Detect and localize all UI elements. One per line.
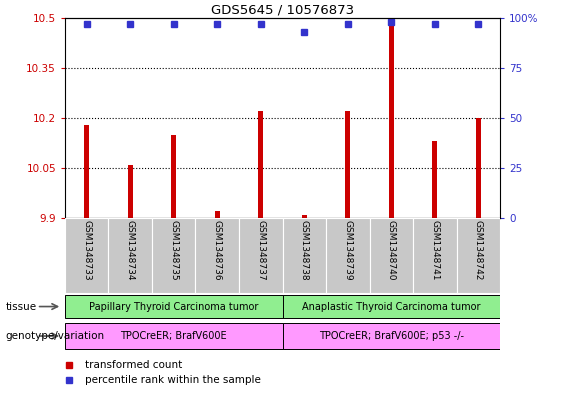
Text: Anaplastic Thyroid Carcinoma tumor: Anaplastic Thyroid Carcinoma tumor — [302, 301, 480, 312]
Text: GSM1348734: GSM1348734 — [126, 220, 134, 281]
Bar — [258, 111, 263, 218]
Bar — [128, 165, 133, 218]
Text: GSM1348742: GSM1348742 — [474, 220, 483, 281]
Text: GSM1348738: GSM1348738 — [300, 220, 308, 281]
Bar — [282, 218, 326, 293]
Text: GSM1348741: GSM1348741 — [431, 220, 439, 281]
Bar — [413, 218, 457, 293]
Bar — [108, 218, 152, 293]
Bar — [302, 215, 307, 218]
Bar — [239, 218, 282, 293]
Bar — [326, 218, 370, 293]
Bar — [65, 218, 108, 293]
Text: GSM1348737: GSM1348737 — [257, 220, 265, 281]
Text: GSM1348740: GSM1348740 — [387, 220, 396, 281]
Bar — [282, 323, 500, 349]
Bar — [370, 218, 413, 293]
Bar — [476, 118, 481, 218]
Text: genotype/variation: genotype/variation — [6, 331, 105, 341]
Bar — [282, 295, 500, 318]
Bar — [171, 135, 176, 218]
Bar — [152, 218, 195, 293]
Text: GSM1348739: GSM1348739 — [344, 220, 352, 281]
Bar — [457, 218, 500, 293]
Bar — [84, 125, 89, 218]
Bar — [345, 111, 350, 218]
Bar — [215, 211, 220, 218]
Bar — [389, 24, 394, 218]
Title: GDS5645 / 10576873: GDS5645 / 10576873 — [211, 4, 354, 17]
Text: tissue: tissue — [6, 301, 37, 312]
Text: TPOCreER; BrafV600E; p53 -/-: TPOCreER; BrafV600E; p53 -/- — [319, 331, 464, 341]
Bar — [195, 218, 239, 293]
Text: TPOCreER; BrafV600E: TPOCreER; BrafV600E — [120, 331, 227, 341]
Text: GSM1348733: GSM1348733 — [82, 220, 91, 281]
Text: transformed count: transformed count — [85, 360, 182, 370]
Bar — [65, 323, 282, 349]
Text: GSM1348735: GSM1348735 — [170, 220, 178, 281]
Bar — [432, 141, 437, 218]
Text: Papillary Thyroid Carcinoma tumor: Papillary Thyroid Carcinoma tumor — [89, 301, 258, 312]
Bar — [65, 295, 282, 318]
Text: percentile rank within the sample: percentile rank within the sample — [85, 375, 260, 385]
Text: GSM1348736: GSM1348736 — [213, 220, 221, 281]
